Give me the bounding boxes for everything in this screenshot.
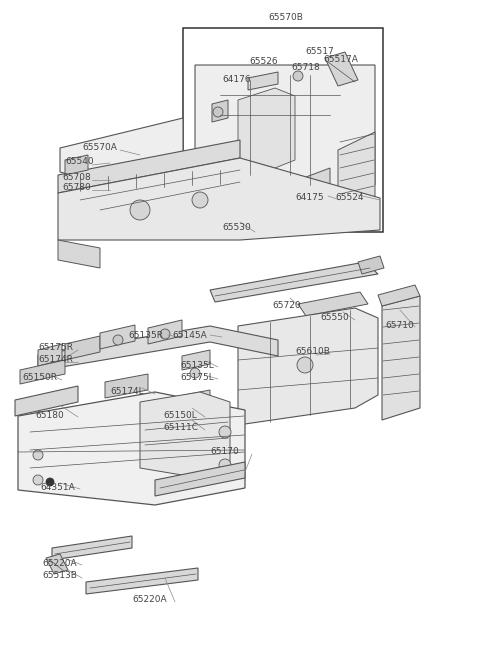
Polygon shape: [105, 374, 148, 398]
Text: 65710: 65710: [385, 320, 414, 329]
Text: 65570A: 65570A: [82, 143, 117, 153]
Circle shape: [304, 186, 316, 198]
Polygon shape: [212, 100, 228, 122]
Text: 64351A: 64351A: [40, 483, 75, 491]
Circle shape: [33, 450, 43, 460]
Polygon shape: [238, 88, 295, 168]
Text: 65524: 65524: [335, 193, 363, 202]
Polygon shape: [15, 386, 78, 416]
Text: 65526: 65526: [249, 58, 277, 67]
Text: 65550: 65550: [320, 314, 349, 322]
Text: 65145A: 65145A: [172, 331, 207, 339]
Text: 65720: 65720: [272, 301, 300, 310]
Polygon shape: [65, 155, 88, 175]
Circle shape: [130, 200, 150, 220]
Text: 65150R: 65150R: [22, 373, 57, 383]
Text: 65220A: 65220A: [42, 559, 77, 567]
Polygon shape: [378, 285, 420, 306]
Polygon shape: [46, 554, 68, 574]
Polygon shape: [148, 390, 210, 418]
Polygon shape: [182, 350, 210, 370]
Polygon shape: [86, 568, 198, 594]
Polygon shape: [58, 140, 240, 193]
Text: 65530: 65530: [222, 223, 251, 233]
Text: 65708: 65708: [62, 172, 91, 181]
Text: 65610B: 65610B: [295, 348, 330, 356]
Text: 65175R: 65175R: [38, 343, 73, 352]
Text: 65175L: 65175L: [180, 373, 214, 381]
Polygon shape: [195, 65, 375, 205]
Polygon shape: [58, 158, 380, 240]
Polygon shape: [382, 296, 420, 420]
Text: 65780: 65780: [62, 183, 91, 193]
Polygon shape: [298, 292, 368, 316]
Polygon shape: [58, 240, 100, 268]
Text: 65513B: 65513B: [42, 572, 77, 580]
Text: 65111C: 65111C: [163, 424, 198, 432]
Polygon shape: [212, 205, 240, 231]
Bar: [183, 28, 383, 232]
Polygon shape: [38, 344, 62, 366]
Text: 65220A: 65220A: [132, 595, 167, 605]
Text: 65174L: 65174L: [110, 388, 144, 396]
Text: 65570B: 65570B: [268, 14, 303, 22]
Polygon shape: [65, 336, 100, 360]
Text: 65150L: 65150L: [163, 411, 197, 419]
Text: 65174R: 65174R: [38, 356, 73, 364]
Circle shape: [160, 329, 170, 339]
Circle shape: [219, 459, 231, 471]
Polygon shape: [148, 320, 182, 344]
Polygon shape: [155, 462, 245, 496]
Text: 64175: 64175: [295, 193, 324, 202]
Circle shape: [297, 357, 313, 373]
Polygon shape: [298, 168, 330, 216]
Text: 65517A: 65517A: [323, 56, 358, 64]
Polygon shape: [338, 132, 375, 210]
Polygon shape: [358, 256, 384, 274]
Text: 65170: 65170: [210, 447, 239, 457]
Polygon shape: [52, 536, 132, 560]
Text: 65718: 65718: [291, 64, 320, 73]
Polygon shape: [20, 360, 65, 384]
Circle shape: [113, 335, 123, 345]
Circle shape: [219, 426, 231, 438]
Text: 65135L: 65135L: [180, 360, 214, 369]
Circle shape: [213, 107, 223, 117]
Text: 64176: 64176: [222, 75, 251, 84]
Text: 65540: 65540: [65, 157, 94, 166]
Polygon shape: [38, 326, 278, 371]
Polygon shape: [100, 325, 135, 349]
Circle shape: [192, 192, 208, 208]
Polygon shape: [325, 52, 358, 86]
Polygon shape: [140, 392, 230, 478]
Polygon shape: [248, 72, 278, 90]
Circle shape: [190, 368, 200, 378]
Text: 65180: 65180: [35, 411, 64, 419]
Polygon shape: [210, 262, 378, 302]
Circle shape: [33, 475, 43, 485]
Polygon shape: [60, 118, 183, 183]
Text: 65135R: 65135R: [128, 331, 163, 339]
Polygon shape: [18, 392, 245, 505]
Polygon shape: [238, 308, 378, 425]
Circle shape: [293, 71, 303, 81]
Circle shape: [46, 478, 54, 486]
Text: 65517: 65517: [305, 48, 334, 56]
